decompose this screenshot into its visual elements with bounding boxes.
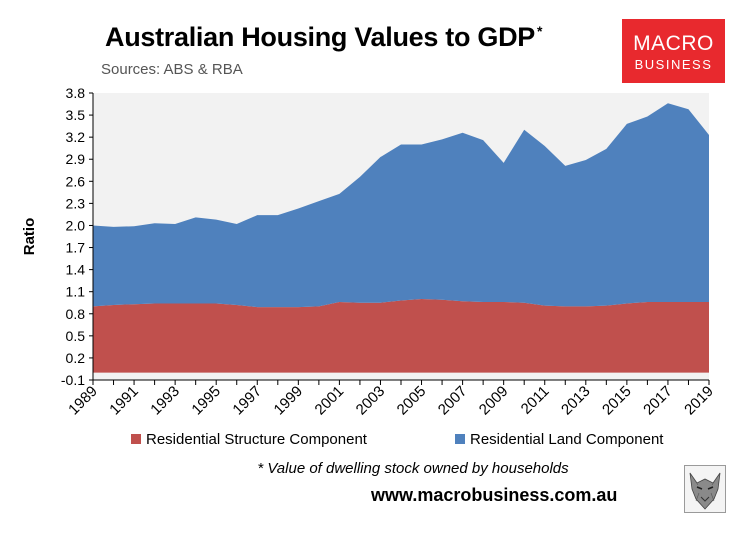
area-series-2 [93,103,709,308]
x-tick-label: 1995 [188,383,224,419]
y-tick-label: 3.5 [66,107,86,123]
y-tick-label: 1.7 [66,240,86,256]
y-tick-label: 2.6 [66,173,86,189]
y-tick-label: 2.0 [66,217,86,233]
y-tick-label: 3.2 [66,129,86,145]
chart-title-text: Australian Housing Values to GDP [105,22,535,52]
y-axis-title: Ratio [21,218,38,256]
title-asterisk: * [536,23,543,39]
chart-subtitle: Sources: ABS & RBA [101,61,243,78]
y-tick-label: -0.1 [61,372,85,388]
y-tick-label: 1.4 [66,262,86,278]
legend-swatch-1 [131,434,141,444]
footnote: * Value of dwelling stock owned by house… [0,460,748,477]
y-tick-label: 3.8 [66,85,86,101]
x-tick-label: 2003 [353,383,389,419]
y-tick-label: 0.2 [66,350,86,366]
legend-label-2: Residential Land Component [470,431,664,448]
y-tick-label: 1.1 [66,284,86,300]
x-tick-label: 1997 [229,383,265,419]
legend-label-1: Residential Structure Component [146,431,368,448]
logo-line-2: BUSINESS [634,57,713,72]
y-tick-label: 2.3 [66,195,86,211]
x-tick-label: 1999 [271,383,307,419]
site-url: www.macrobusiness.com.au [371,485,618,505]
x-tick-label: 2005 [394,383,430,419]
logo-line-1: MACRO [633,32,714,55]
x-tick-label: 2007 [435,383,471,419]
y-tick-label: 2.9 [66,151,86,167]
x-tick-label: 1991 [106,383,142,419]
x-tick-label: 2019 [681,383,717,419]
area-series-1 [93,299,709,373]
y-tick-label: 0.5 [66,328,86,344]
macrobusiness-logo: MACRO BUSINESS [622,19,725,83]
y-tick-label: 0.8 [66,306,86,322]
x-tick-label: 2009 [476,383,512,419]
x-tick-label: 2017 [640,383,676,419]
x-tick-label: 2001 [312,383,348,419]
x-tick-label: 1993 [147,383,183,419]
wolf-icon [684,465,726,513]
chart-title: Australian Housing Values to GDP * [105,22,542,53]
x-tick-label: 1989 [65,383,101,419]
x-tick-label: 2015 [599,383,635,419]
x-tick-label: 2013 [558,383,594,419]
x-tick-label: 2011 [518,383,553,418]
legend-swatch-2 [455,434,465,444]
footnote-text: * Value of dwelling stock owned by house… [257,460,569,477]
